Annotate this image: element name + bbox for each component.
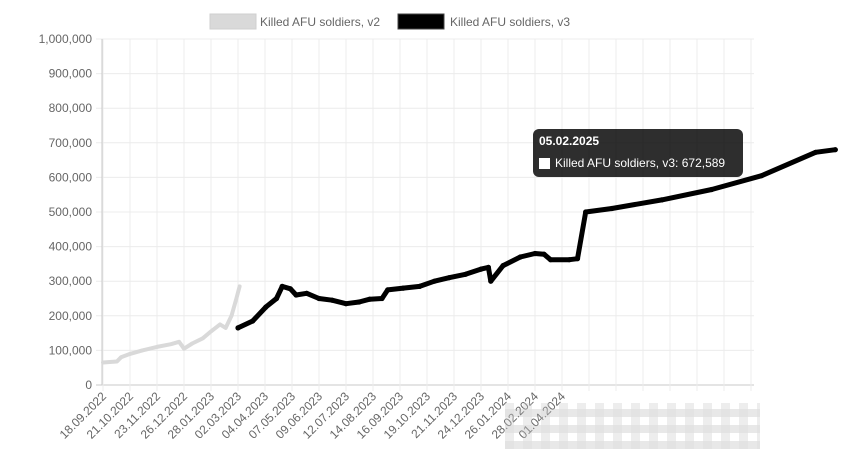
y-tick-label: 900,000 <box>49 67 93 81</box>
series-2-point <box>462 271 469 277</box>
series-1-point <box>128 352 132 356</box>
tooltip-swatch <box>539 157 550 169</box>
series-2-point <box>250 318 256 324</box>
legend-swatch <box>209 13 257 30</box>
series-2-point <box>709 186 715 193</box>
series-2-point <box>813 149 819 155</box>
y-tick-label: 0 <box>85 378 92 392</box>
series-2-point <box>329 297 335 303</box>
series-1-point <box>119 355 123 360</box>
y-tick-label: 600,000 <box>49 170 93 184</box>
y-tick-label: 300,000 <box>49 274 93 288</box>
series-2-point <box>287 286 293 292</box>
series-2-point <box>759 173 765 179</box>
series-2-point <box>235 325 241 331</box>
series-1-point <box>140 348 145 353</box>
series-2-point <box>367 296 373 302</box>
series-2-point <box>488 278 494 284</box>
chart-grid <box>96 38 754 391</box>
tooltip-label: Killed AFU soldiers, v3: 672,589 <box>555 156 726 170</box>
y-tick-label: 700,000 <box>49 136 93 150</box>
chart-series-layer <box>101 147 838 365</box>
y-tick-label: 800,000 <box>49 101 93 115</box>
pixelated-region <box>505 403 760 449</box>
legend-label: Killed AFU soldiers, v2 <box>260 15 380 29</box>
chart-tooltip: 05.02.2025 Killed AFU soldiers, v3: 672,… <box>533 129 743 177</box>
series-1-point <box>155 345 159 349</box>
series-2-point <box>343 301 349 307</box>
series-2-point <box>356 299 362 305</box>
series-1-point <box>234 296 239 301</box>
series-2-point <box>379 295 385 302</box>
series-1-point <box>115 359 119 364</box>
series-1-point <box>101 360 105 365</box>
chart-legend[interactable]: Killed AFU soldiers, v2 Killed AFU soldie… <box>209 13 570 30</box>
series-2-point <box>609 205 615 212</box>
legend-label: Killed AFU soldiers, v3 <box>450 15 570 29</box>
series-2-point <box>832 147 838 153</box>
series-2-point <box>400 285 406 291</box>
series-1-point <box>169 342 173 347</box>
series-1-point <box>237 284 242 289</box>
series-1-point <box>223 326 228 330</box>
series-2-point <box>574 256 581 262</box>
series-2-point <box>659 197 665 203</box>
series-1-point <box>218 322 222 327</box>
series-2-point <box>532 250 538 257</box>
series-1-point <box>190 341 194 346</box>
series-1-point <box>209 329 213 334</box>
series-2-point <box>583 209 589 215</box>
y-tick-label: 200,000 <box>49 309 93 323</box>
chart-axes: 0 100,000 200,000 300,000 400,000 500,000 600,… <box>39 32 569 442</box>
series-2-point <box>547 257 554 263</box>
series-2-point <box>500 263 506 269</box>
series-1-point <box>201 336 205 341</box>
y-tick-label: 1,000,000 <box>39 32 93 46</box>
series-2-point <box>446 275 452 281</box>
series-2-point <box>263 304 269 310</box>
series-2-point <box>485 264 491 270</box>
series-2-point <box>417 283 423 289</box>
series-2-point <box>304 290 310 296</box>
series-2-point <box>385 287 391 293</box>
series-2-point <box>279 283 285 289</box>
series-2-point <box>541 251 547 257</box>
legend-item-1[interactable]: Killed AFU soldiers, v2 <box>209 13 380 30</box>
series-1-point <box>177 340 181 344</box>
series-1-point <box>182 346 186 351</box>
series-2-point <box>517 254 523 260</box>
series-2-point <box>293 292 299 298</box>
y-tick-label: 400,000 <box>49 240 93 254</box>
series-2-point <box>478 266 484 272</box>
legend-item-2[interactable]: Killed AFU soldiers, v3 <box>397 13 570 30</box>
y-tick-label: 100,000 <box>49 343 93 357</box>
y-tick-label: 500,000 <box>49 205 93 219</box>
series-2-point <box>273 295 280 302</box>
legend-swatch <box>397 13 445 30</box>
tooltip-body: Killed AFU soldiers, v3: 672,589 <box>539 156 737 170</box>
series-1-point <box>229 314 234 318</box>
series-2-point <box>431 278 437 284</box>
series-2-point <box>566 257 573 263</box>
tooltip-title: 05.02.2025 <box>539 134 600 148</box>
series-2-point <box>316 295 322 302</box>
